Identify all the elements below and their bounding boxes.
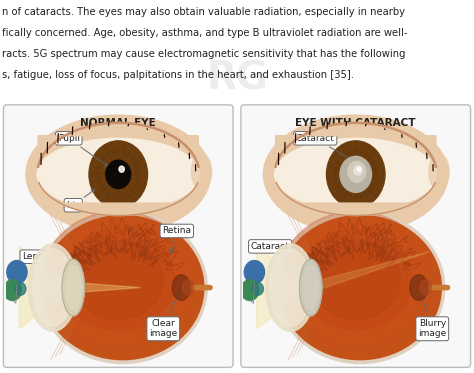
Polygon shape xyxy=(276,182,435,216)
Ellipse shape xyxy=(73,240,163,320)
Text: Cataract: Cataract xyxy=(251,242,308,285)
Polygon shape xyxy=(39,182,198,216)
Circle shape xyxy=(348,162,366,182)
Ellipse shape xyxy=(276,211,445,364)
Ellipse shape xyxy=(279,211,433,348)
Text: EYE WITH CATARACT: EYE WITH CATARACT xyxy=(295,118,416,128)
Ellipse shape xyxy=(287,219,425,341)
FancyBboxPatch shape xyxy=(3,105,233,367)
Circle shape xyxy=(3,280,21,301)
Text: Lens: Lens xyxy=(22,252,70,285)
Text: Blurry
image: Blurry image xyxy=(418,291,447,338)
Ellipse shape xyxy=(49,219,187,341)
Text: NORMAL EYE: NORMAL EYE xyxy=(81,118,156,128)
Ellipse shape xyxy=(182,280,194,295)
Text: fically concerned. Age, obesity, asthma, and type B ultraviolet radiation are we: fically concerned. Age, obesity, asthma,… xyxy=(2,28,408,38)
Text: Clear
image: Clear image xyxy=(149,291,180,338)
Circle shape xyxy=(354,166,362,175)
Ellipse shape xyxy=(311,240,401,320)
Ellipse shape xyxy=(41,211,195,348)
Ellipse shape xyxy=(300,259,322,316)
Ellipse shape xyxy=(26,115,210,233)
Text: Cataract: Cataract xyxy=(296,134,359,164)
Ellipse shape xyxy=(62,229,175,330)
Circle shape xyxy=(7,261,27,284)
Ellipse shape xyxy=(33,249,73,326)
Ellipse shape xyxy=(410,275,428,301)
Ellipse shape xyxy=(265,244,315,331)
Circle shape xyxy=(89,141,147,208)
Text: n of cataracts. The eyes may also obtain valuable radiation, especially in nearb: n of cataracts. The eyes may also obtain… xyxy=(2,7,405,17)
Polygon shape xyxy=(257,247,311,329)
Text: RG: RG xyxy=(206,59,268,97)
Text: Retina: Retina xyxy=(162,226,191,253)
Polygon shape xyxy=(275,123,436,167)
Ellipse shape xyxy=(62,259,84,316)
Text: Pupil: Pupil xyxy=(58,134,109,167)
FancyBboxPatch shape xyxy=(241,105,471,367)
Polygon shape xyxy=(73,282,141,293)
Circle shape xyxy=(15,282,26,295)
Ellipse shape xyxy=(299,229,412,330)
Ellipse shape xyxy=(429,154,449,190)
Text: s, fatigue, loss of focus, palpitations in the heart, and exhaustion [35].: s, fatigue, loss of focus, palpitations … xyxy=(2,70,354,80)
Circle shape xyxy=(340,156,372,192)
Text: racts. 5G spectrum may cause electromagnetic sensitivity that has the following: racts. 5G spectrum may cause electromagn… xyxy=(2,49,405,59)
Ellipse shape xyxy=(173,275,190,301)
Circle shape xyxy=(106,160,131,188)
Ellipse shape xyxy=(303,266,319,310)
Ellipse shape xyxy=(264,115,448,233)
Ellipse shape xyxy=(279,216,441,360)
Circle shape xyxy=(241,280,259,301)
Circle shape xyxy=(252,282,264,295)
Circle shape xyxy=(119,166,124,172)
Ellipse shape xyxy=(420,280,431,295)
Circle shape xyxy=(327,141,385,208)
Ellipse shape xyxy=(38,211,207,364)
Ellipse shape xyxy=(274,138,437,210)
Polygon shape xyxy=(311,251,430,293)
Ellipse shape xyxy=(28,244,78,331)
Ellipse shape xyxy=(37,138,199,210)
Ellipse shape xyxy=(42,216,204,360)
Circle shape xyxy=(244,261,264,284)
Ellipse shape xyxy=(191,154,212,190)
Ellipse shape xyxy=(65,266,81,310)
Circle shape xyxy=(357,167,361,171)
Polygon shape xyxy=(38,123,199,167)
Text: Iris: Iris xyxy=(66,189,95,210)
Ellipse shape xyxy=(270,249,311,326)
Polygon shape xyxy=(19,247,73,329)
